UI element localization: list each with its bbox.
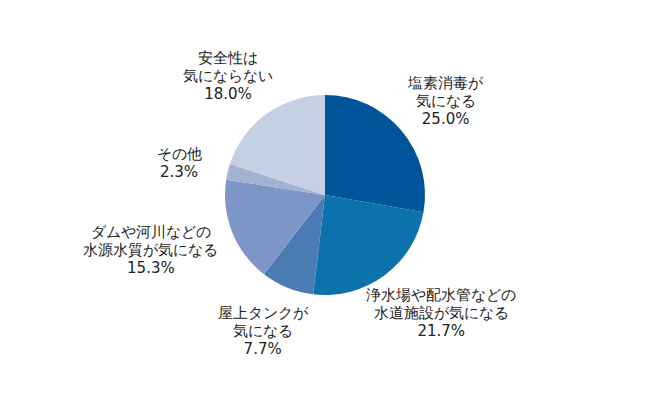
svg-text:屋上タンクが気になる7.7%: 屋上タンクが気になる7.7% bbox=[218, 304, 309, 358]
svg-text:浄水場や配水管などの水道施設が気になる21.7%: 浄水場や配水管などの水道施設が気になる21.7% bbox=[366, 286, 516, 340]
svg-text:ダムや河川などの水源水質が気になる15.3%: ダムや河川などの水源水質が気になる15.3% bbox=[83, 222, 218, 276]
svg-text:その他2.3%: その他2.3% bbox=[157, 145, 202, 181]
svg-text:安全性は気にならない18.0%: 安全性は気にならない18.0% bbox=[183, 49, 273, 103]
svg-text:塩素消毒が気になる25.0%: 塩素消毒が気になる25.0% bbox=[407, 73, 484, 127]
